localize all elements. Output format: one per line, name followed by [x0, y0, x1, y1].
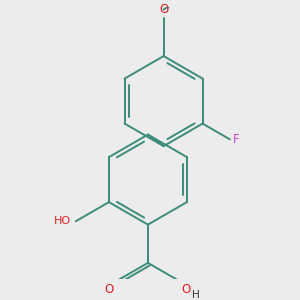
Text: O: O — [104, 283, 114, 296]
Text: O: O — [181, 283, 190, 296]
Text: O: O — [159, 3, 168, 16]
Text: F: F — [233, 133, 240, 146]
Text: HO: HO — [53, 216, 70, 226]
Text: H: H — [192, 290, 200, 300]
